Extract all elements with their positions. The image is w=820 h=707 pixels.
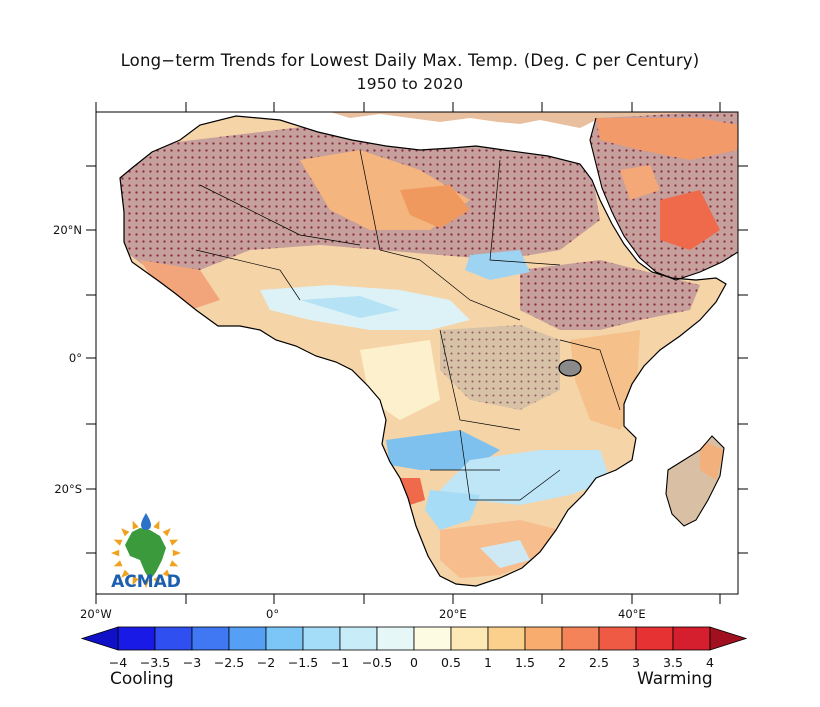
colorbar-swatch xyxy=(265,626,304,651)
logo-ray xyxy=(113,539,123,546)
colorbar-tick-label: 4 xyxy=(706,655,714,670)
colorbar-tick-label: −1.5 xyxy=(287,655,319,670)
logo-ray xyxy=(153,576,160,586)
colorbar-tick-label: 2.5 xyxy=(589,655,609,670)
colorbar-swatch xyxy=(450,626,489,651)
logo-ray xyxy=(169,560,179,567)
colorbar-swatch xyxy=(376,626,415,651)
colorbar-tick-label: 1 xyxy=(484,655,492,670)
logo-ray xyxy=(162,528,171,537)
logo-ray xyxy=(142,579,150,588)
x-label-40e: 40°E xyxy=(618,607,646,621)
y-label-0: 0° xyxy=(68,351,82,365)
colorbar-swatch xyxy=(561,626,600,651)
colorbar-tick-label: 3.5 xyxy=(663,655,683,670)
colorbar-under-arrow xyxy=(80,626,119,651)
colorbar-swatch xyxy=(672,626,711,651)
colorbar-tick-label: −3 xyxy=(182,655,202,670)
colorbar-tick-label: 1.5 xyxy=(515,655,535,670)
logo-ray xyxy=(132,576,139,586)
logo-ray xyxy=(169,539,179,546)
logo-ray xyxy=(111,549,120,557)
x-label-20w: 20°W xyxy=(80,607,112,621)
colorbar-swatch xyxy=(339,626,378,651)
colorbar-swatch xyxy=(191,626,230,651)
colorbar-over-arrow xyxy=(709,626,748,651)
colorbar xyxy=(80,626,748,651)
colorbar-swatch xyxy=(302,626,341,651)
colorbar-tick-label: −2.5 xyxy=(213,655,245,670)
logo-ray xyxy=(132,520,139,530)
colorbar-swatch xyxy=(413,626,452,651)
logo-ray xyxy=(121,569,130,578)
colorbar-tick-label: 0.5 xyxy=(441,655,461,670)
colorbar-tick-label: 2 xyxy=(558,655,566,670)
acmad-logo-text: ACMAD xyxy=(111,572,181,592)
x-label-0: 0° xyxy=(266,607,280,621)
colorbar-tick-label: 3 xyxy=(632,655,640,670)
y-label-20s: 20°S xyxy=(54,482,82,496)
colorbar-tick-label: −0.5 xyxy=(361,655,393,670)
colorbar-tick-label: −1 xyxy=(330,655,350,670)
logo-ray xyxy=(121,528,130,537)
map-subtitle: 1950 to 2020 xyxy=(356,75,464,93)
logo-ray xyxy=(172,549,181,557)
colorbar-swatch xyxy=(487,626,526,651)
colorbar-swatch xyxy=(635,626,674,651)
colorbar-swatch xyxy=(524,626,563,651)
logo-ray xyxy=(153,520,160,530)
map-title: Long−term Trends for Lowest Daily Max. T… xyxy=(120,51,700,70)
colorbar-tick-label: −3.5 xyxy=(139,655,171,670)
colorbar-swatch xyxy=(228,626,267,651)
logo-ray xyxy=(162,569,171,578)
warming-label: Warming xyxy=(637,669,713,689)
colorbar-swatch xyxy=(598,626,637,651)
cooling-label: Cooling xyxy=(110,669,174,689)
colorbar-swatch xyxy=(154,626,193,651)
x-label-20e: 20°E xyxy=(439,607,467,621)
acmad-logo: ACMAD xyxy=(111,513,181,592)
colorbar-tick-label: 0 xyxy=(410,655,418,670)
logo-ray xyxy=(113,560,123,567)
y-label-20n: 20°N xyxy=(53,223,82,237)
colorbar-tick-label: −2 xyxy=(256,655,276,670)
colorbar-tick-label: −4 xyxy=(108,655,128,670)
colorbar-swatch xyxy=(117,626,156,651)
